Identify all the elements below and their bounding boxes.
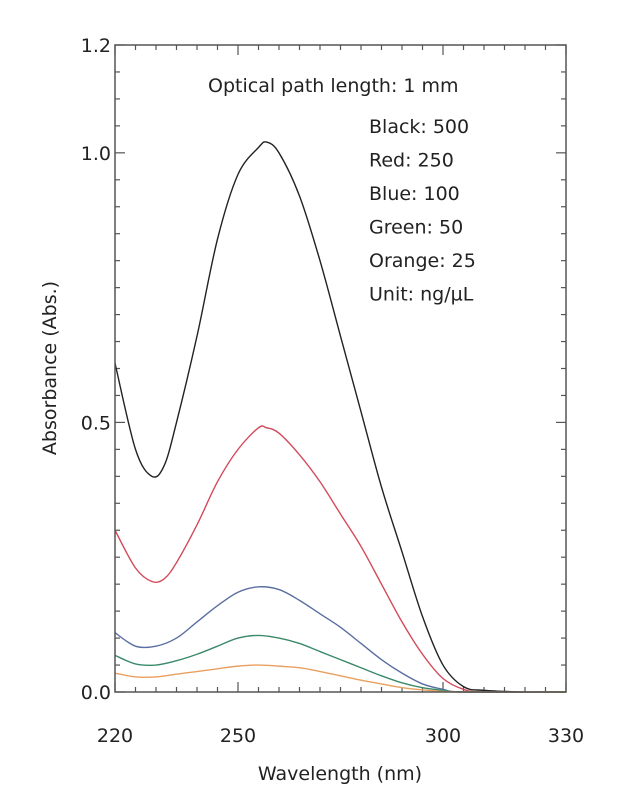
- x-tick-label: 250: [220, 725, 256, 747]
- y-tick-label: 0.0: [81, 682, 111, 704]
- y-axis-label: Absorbance (Abs.): [39, 281, 61, 455]
- y-tick-label: 1.0: [81, 143, 111, 165]
- legend-line: Black: 500: [369, 116, 469, 138]
- y-tick-label: 1.2: [81, 35, 111, 57]
- annotation-header: Optical path length: 1 mm: [208, 75, 459, 97]
- series-line-3: [114, 634, 567, 693]
- x-tick-label: 330: [548, 725, 584, 747]
- legend-line: Blue: 100: [369, 183, 460, 205]
- plot-frame: [114, 44, 567, 693]
- tick-labels: 220 250 300 330 0.0 0.5 1.0 1.2: [81, 35, 584, 747]
- series-line-4: [114, 664, 567, 693]
- series-line-2: [114, 586, 567, 693]
- x-tick-label: 220: [97, 725, 133, 747]
- legend-line: Green: 50: [369, 217, 463, 239]
- legend-line: Red: 250: [369, 150, 454, 172]
- series-lines: [114, 141, 567, 693]
- x-axis-label: Wavelength (nm): [258, 763, 422, 785]
- series-line-0: [114, 141, 567, 693]
- y-tick-label: 0.5: [81, 412, 111, 434]
- axis-ticks: [114, 44, 567, 693]
- legend-annotation: Black: 500 Red: 250 Blue: 100 Green: 50 Oran…: [369, 116, 476, 306]
- series-line-1: [114, 425, 567, 693]
- legend-line: Orange: 25: [369, 250, 476, 272]
- legend-line: Unit: ng/µL: [369, 284, 474, 306]
- x-tick-label: 300: [425, 725, 461, 747]
